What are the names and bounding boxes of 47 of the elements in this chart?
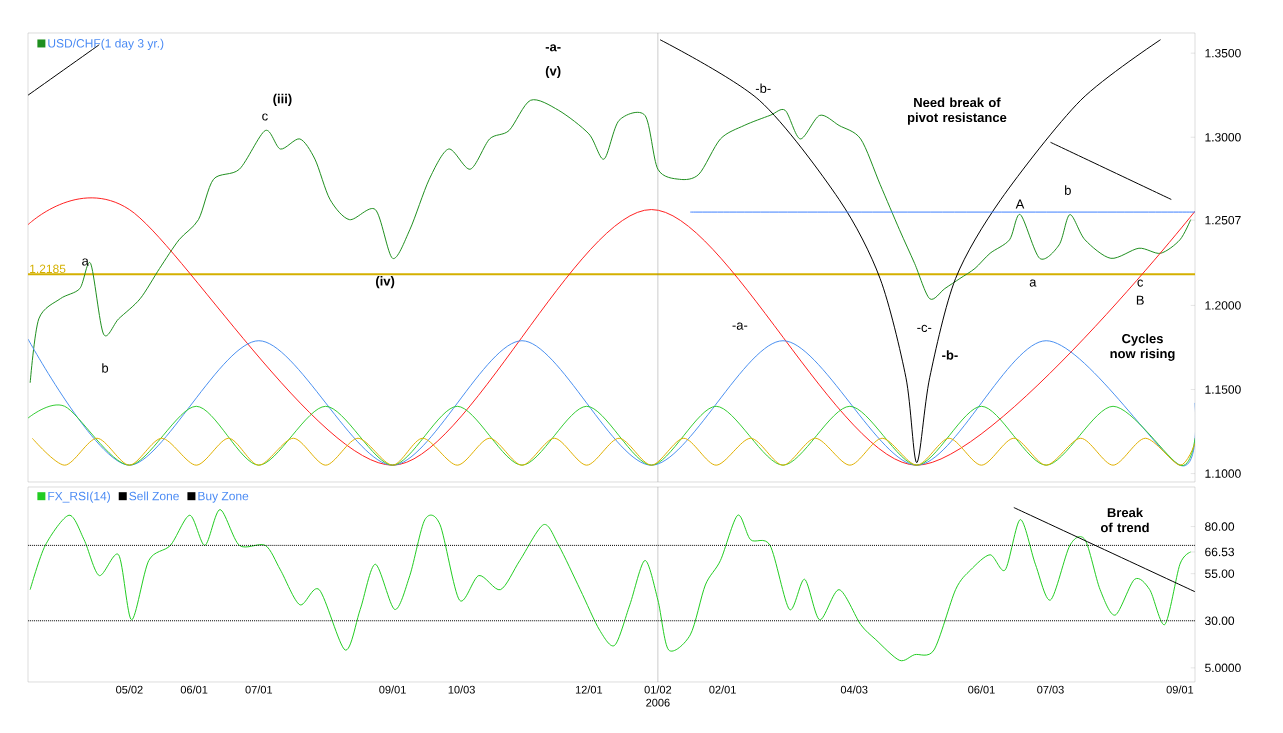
annotation: Break of trend	[1100, 507, 1149, 533]
x-tick-label: 12/01	[575, 685, 603, 694]
annotation: (iv)	[376, 276, 395, 289]
x-tick-label: 02/01	[709, 685, 736, 694]
annotation: b	[102, 363, 109, 373]
annotation: A	[1015, 199, 1025, 209]
annotation: c	[1137, 279, 1144, 287]
annotation: b	[1065, 185, 1071, 195]
x-tick-label: 06/01	[968, 685, 995, 694]
y-tick-label: 80.00	[1205, 522, 1235, 531]
annotation: B	[1136, 295, 1144, 305]
x-tick-label: 01/02 2006	[644, 685, 672, 707]
x-tick-label: 04/03	[840, 685, 868, 694]
annotation: -c-	[917, 324, 932, 332]
y-tick-label: 1.1000	[1205, 469, 1241, 478]
y-tick-label: 5.0000	[1205, 663, 1241, 673]
legend-label: Sell Zone	[129, 491, 179, 501]
annotation: -a-	[545, 44, 561, 52]
annotation: a	[1029, 279, 1037, 287]
y-tick-label: 30.00	[1205, 616, 1235, 625]
annotation: -b-	[942, 350, 958, 360]
x-tick-label: 10/03	[448, 685, 475, 694]
x-tick-label: 07/01	[245, 685, 273, 694]
legend-label: USD/CHF(1 day 3 yr.)	[48, 38, 164, 50]
y-tick-label: 66.53	[1205, 547, 1235, 557]
annotation: (iii)	[273, 93, 292, 106]
annotation: a	[82, 258, 89, 266]
x-tick-label: 09/01	[1166, 685, 1194, 694]
x-tick-label: 09/01	[379, 685, 406, 694]
x-tick-label: 06/01	[180, 685, 208, 694]
annotation: -b-	[755, 83, 771, 93]
y-tick-label: 1.2507	[1205, 215, 1241, 225]
annotation: Cycles now rising	[1110, 333, 1175, 361]
y-tick-label: 1.3000	[1205, 133, 1241, 142]
annotation: Need break of pivot resistance	[907, 97, 1007, 125]
annotation: -a-	[732, 322, 748, 330]
x-tick-label: 07/03	[1037, 685, 1064, 694]
y-tick-label: 1.1500	[1205, 385, 1241, 394]
legend-label: Buy Zone	[198, 491, 249, 503]
annotation: (v)	[545, 65, 561, 79]
y-tick-label: 1.2000	[1205, 301, 1241, 310]
y-tick-label: 1.3500	[1205, 48, 1241, 58]
y-tick-label: 55.00	[1205, 569, 1235, 578]
x-tick-label: 05/02	[116, 685, 143, 694]
annotation: c	[262, 113, 268, 121]
ref-line-label: 1.2185	[30, 264, 66, 274]
legend-label: FX_RSI(14)	[48, 491, 110, 503]
